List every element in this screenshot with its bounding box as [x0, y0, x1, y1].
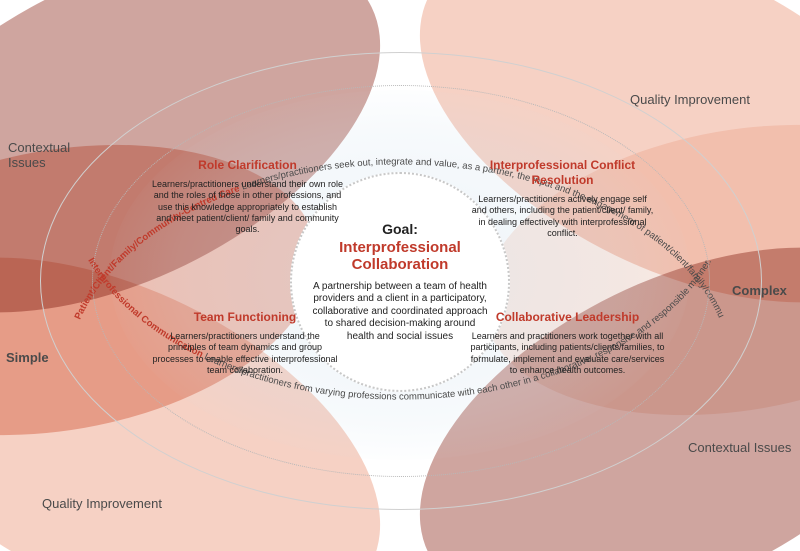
lbl-quality-top-right: Quality Improvement — [630, 92, 800, 107]
quad-team-functioning-desc: Learners/practitioners understand the pr… — [150, 331, 340, 376]
lbl-quality-bottom-left: Quality Improvement — [42, 496, 242, 511]
quad-role-clarification-title: Role Clarification — [150, 158, 345, 173]
diagram-stage: Patient/Client/Family/Community-Centred … — [0, 0, 800, 551]
quad-team-functioning-title: Team Functioning — [150, 310, 340, 325]
quad-role-clarification-desc: Learners/practitioners understand their … — [150, 179, 345, 235]
lbl-simple: Simple — [6, 350, 86, 365]
quad-role-clarification: Role Clarification Learners/practitioners… — [150, 158, 345, 235]
lbl-contextual-top-left: Contextual Issues — [8, 140, 98, 170]
quad-conflict-resolution-desc: Learners/practitioners actively engage s… — [470, 194, 655, 239]
center-goal-label: Goal: — [382, 221, 418, 237]
quad-team-functioning: Team Functioning Learners/practitioners u… — [150, 310, 340, 376]
lbl-complex: Complex — [732, 283, 800, 298]
quad-collab-leadership-desc: Learners and practitioners work together… — [470, 331, 665, 376]
center-title: Interprofessional Collaboration — [310, 239, 490, 273]
quad-collab-leadership-title: Collaborative Leadership — [470, 310, 665, 325]
quad-conflict-resolution: Interprofessional Conflict Resolution Lea… — [470, 158, 655, 239]
quad-collab-leadership: Collaborative Leadership Learners and pra… — [470, 310, 665, 376]
quad-conflict-resolution-title: Interprofessional Conflict Resolution — [470, 158, 655, 188]
lbl-contextual-bot-right: Contextual Issues — [688, 440, 798, 455]
